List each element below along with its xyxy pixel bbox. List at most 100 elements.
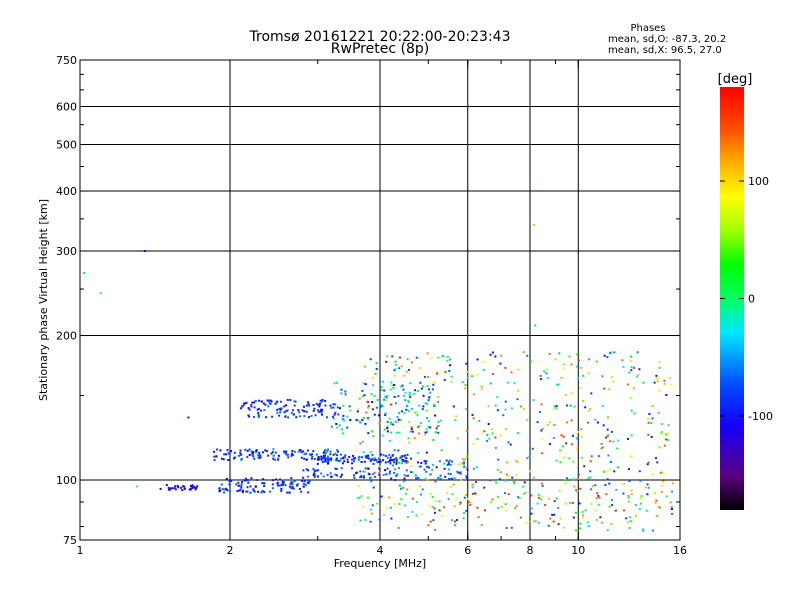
data-point	[371, 453, 374, 456]
data-point	[410, 457, 412, 460]
data-point	[491, 498, 494, 501]
data-point	[510, 407, 513, 410]
data-point	[225, 487, 228, 490]
data-point	[240, 485, 243, 488]
data-point	[407, 400, 410, 403]
data-point	[324, 404, 327, 407]
data-point	[548, 497, 550, 500]
data-point	[383, 389, 386, 392]
data-point	[463, 496, 466, 499]
data-point	[642, 528, 644, 531]
data-point	[361, 456, 364, 459]
data-point	[363, 394, 366, 397]
legend-line-o: mean, sd,O: -87.3, 20.2	[608, 34, 726, 45]
data-point	[324, 400, 327, 402]
data-point	[603, 470, 606, 473]
data-point	[445, 459, 448, 462]
data-point	[371, 430, 374, 433]
data-point	[403, 460, 406, 463]
data-point	[339, 407, 341, 410]
data-point	[283, 451, 286, 454]
data-point	[477, 516, 480, 519]
data-point	[390, 517, 393, 520]
data-point	[271, 487, 274, 490]
data-point	[338, 460, 341, 462]
data-point	[381, 434, 384, 437]
data-point	[395, 462, 398, 465]
data-point	[194, 486, 197, 489]
data-point	[288, 491, 291, 494]
data-point	[382, 454, 385, 457]
data-point	[394, 459, 397, 462]
data-point	[562, 435, 565, 438]
data-point	[569, 502, 572, 505]
data-point	[414, 411, 417, 414]
data-point	[383, 514, 386, 516]
data-point	[489, 382, 492, 385]
data-point	[227, 459, 230, 461]
data-point	[604, 484, 607, 486]
data-point	[454, 522, 457, 524]
data-point	[375, 367, 378, 370]
data-point	[405, 461, 408, 464]
data-point	[607, 416, 609, 419]
data-point	[517, 368, 520, 371]
data-point	[420, 462, 423, 464]
data-point	[513, 481, 516, 483]
data-point	[342, 432, 345, 435]
data-point	[330, 425, 333, 428]
data-point	[336, 381, 338, 384]
data-point	[580, 435, 583, 438]
data-point	[570, 419, 573, 422]
data-point	[383, 398, 386, 401]
data-point	[576, 447, 579, 450]
data-point	[599, 516, 602, 519]
data-point	[403, 479, 406, 481]
data-point	[265, 416, 268, 419]
data-point	[236, 490, 239, 493]
data-point	[177, 486, 180, 489]
data-point	[253, 457, 256, 460]
data-point	[415, 356, 418, 359]
data-point	[627, 500, 630, 503]
data-point	[655, 374, 658, 377]
data-point	[389, 388, 392, 391]
colorbar-label: [deg]	[718, 72, 753, 87]
data-point	[669, 377, 671, 380]
data-point	[256, 408, 259, 411]
data-point	[472, 417, 475, 420]
data-point	[465, 455, 468, 458]
data-point	[356, 471, 358, 474]
data-point	[135, 485, 138, 488]
data-point	[287, 456, 290, 459]
data-point	[340, 467, 343, 470]
data-point	[499, 471, 502, 474]
data-point	[608, 482, 611, 485]
data-point	[663, 444, 666, 447]
data-point	[504, 366, 507, 369]
data-point	[465, 509, 468, 512]
data-point	[394, 468, 396, 471]
data-point	[311, 453, 313, 456]
data-point	[536, 421, 539, 424]
data-point	[488, 437, 491, 440]
data-point	[174, 488, 177, 491]
data-point	[526, 354, 529, 357]
data-point	[553, 424, 556, 426]
data-point	[240, 453, 243, 456]
data-point	[507, 381, 510, 384]
data-point	[335, 423, 338, 425]
data-point	[165, 484, 168, 486]
data-point	[541, 438, 544, 441]
data-point	[364, 518, 367, 521]
data-point	[390, 431, 392, 434]
data-point	[267, 454, 270, 457]
data-point	[628, 527, 631, 530]
data-point	[253, 401, 256, 404]
data-point	[484, 509, 486, 512]
data-point	[482, 360, 485, 363]
data-point	[486, 439, 489, 442]
data-point	[337, 459, 340, 462]
data-point	[248, 415, 251, 418]
data-point	[237, 454, 240, 457]
